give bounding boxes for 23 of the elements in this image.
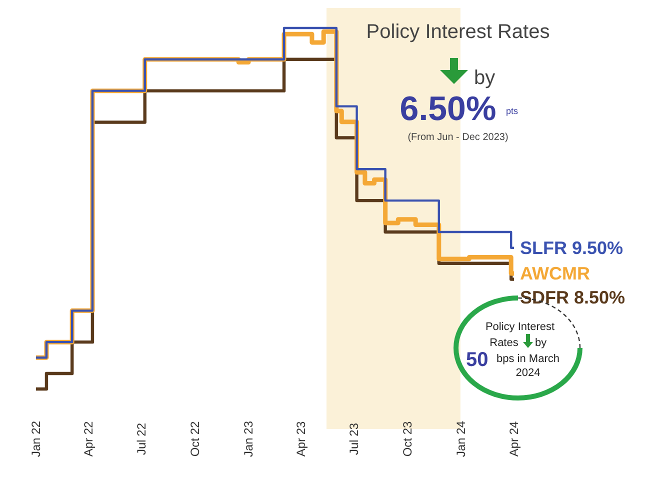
series-label: SLFR 9.50%	[520, 238, 624, 258]
series-label: AWCMR	[520, 263, 590, 284]
x-tick-label: Jan 23	[242, 420, 256, 458]
x-tick-label: Oct 23	[400, 421, 415, 457]
x-tick-label: Apr 23	[294, 421, 308, 457]
annotation: Policy Interest	[485, 321, 555, 333]
annotation: (From Jun - Dec 2023)	[408, 132, 508, 143]
annotation: Rates	[490, 337, 519, 349]
x-tick-label: Oct 22	[188, 421, 202, 457]
x-tick-label: Jul 23	[347, 422, 362, 456]
annotation: pts	[506, 106, 519, 116]
annotation: 50	[466, 349, 488, 371]
annotation: bps in March 2024	[496, 352, 560, 380]
x-tick-label: Jul 22	[134, 422, 149, 456]
annotation: Policy Interest Rates	[366, 21, 550, 43]
x-tick-label: Apr 22	[82, 421, 96, 457]
x-tick-label: Jan 24	[454, 420, 468, 458]
text: by	[535, 337, 548, 349]
x-tick-label: Apr 24	[507, 421, 522, 457]
series-label: SDFR 8.50%	[520, 287, 626, 308]
x-tick-label: Jan 22	[29, 420, 44, 458]
annotation: by	[474, 67, 496, 89]
annotation: 6.50%	[400, 90, 496, 128]
